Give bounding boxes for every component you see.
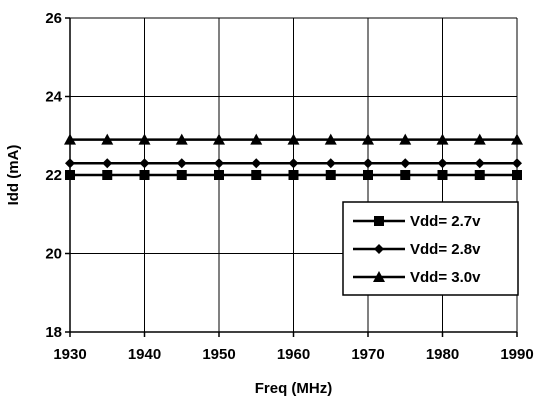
y-tick-label: 24 — [45, 89, 62, 106]
square-marker — [512, 170, 522, 180]
x-tick-label: 1960 — [277, 346, 310, 363]
legend-label: Vdd= 3.0v — [410, 269, 481, 286]
diamond-marker — [400, 158, 411, 169]
diamond-marker — [102, 158, 113, 169]
legend: Vdd= 2.7v Vdd= 2.8v Vdd= 3.0v — [342, 201, 519, 296]
x-axis-title: Freq (MHz) — [255, 380, 333, 397]
triangle-marker — [373, 271, 385, 282]
square-marker — [214, 170, 224, 180]
y-tick-label: 22 — [45, 167, 62, 184]
diamond-marker — [374, 244, 384, 254]
x-tick-label: 1940 — [128, 346, 161, 363]
square-marker — [474, 170, 485, 180]
triangle-marker — [362, 133, 374, 145]
x-tick-label: 1970 — [351, 346, 384, 363]
diamond-marker — [363, 158, 373, 169]
triangle-marker — [101, 133, 114, 145]
y-axis-title: Idd (mA) — [5, 145, 22, 206]
square-marker — [374, 216, 384, 226]
series-square — [65, 170, 522, 180]
diamond-marker — [214, 158, 224, 169]
triangle-marker — [511, 133, 523, 145]
data-series — [64, 133, 523, 180]
square-marker — [176, 170, 187, 180]
diamond-marker — [474, 158, 485, 169]
square-marker — [65, 170, 75, 180]
square-marker — [139, 170, 150, 180]
legend-item: Vdd= 2.8v — [353, 241, 481, 258]
diamond-marker — [512, 158, 522, 169]
y-tick-label: 18 — [45, 324, 62, 341]
diamond-marker — [139, 158, 150, 169]
diamond-marker — [437, 158, 448, 169]
legend-label: Vdd= 2.8v — [410, 241, 481, 258]
legend-item: Vdd= 2.7v — [353, 213, 481, 230]
diamond-marker — [251, 158, 262, 169]
diamond-marker — [65, 158, 75, 169]
square-marker — [288, 170, 299, 180]
triangle-marker — [138, 133, 151, 145]
triangle-marker — [213, 133, 225, 145]
x-tick-label: 1950 — [202, 346, 235, 363]
x-tick-label: 1930 — [53, 346, 86, 363]
diamond-marker — [325, 158, 336, 169]
square-marker — [400, 170, 411, 180]
triangle-marker — [287, 133, 300, 145]
series-triangle — [64, 133, 523, 145]
triangle-marker — [64, 133, 76, 145]
triangle-marker — [250, 133, 263, 145]
x-tick-label: 1990 — [500, 346, 533, 363]
square-marker — [363, 170, 373, 180]
x-tick-label: 1980 — [426, 346, 459, 363]
legend-item: Vdd= 3.0v — [353, 269, 481, 286]
tick-labels: 1930 1940 1950 1960 1970 1980 1990 18 20 22 24 26 — [45, 10, 533, 363]
y-tick-label: 26 — [45, 10, 62, 27]
triangle-marker — [473, 133, 486, 145]
y-tick-label: 20 — [45, 246, 62, 263]
series-diamond — [65, 158, 522, 169]
diamond-marker — [288, 158, 299, 169]
diamond-marker — [176, 158, 187, 169]
square-marker — [251, 170, 262, 180]
square-marker — [437, 170, 448, 180]
triangle-marker — [175, 133, 188, 145]
legend-label: Vdd= 2.7v — [410, 213, 481, 230]
triangle-marker — [399, 133, 412, 145]
square-marker — [325, 170, 336, 180]
triangle-marker — [324, 133, 337, 145]
triangle-marker — [436, 133, 449, 145]
square-marker — [102, 170, 113, 180]
